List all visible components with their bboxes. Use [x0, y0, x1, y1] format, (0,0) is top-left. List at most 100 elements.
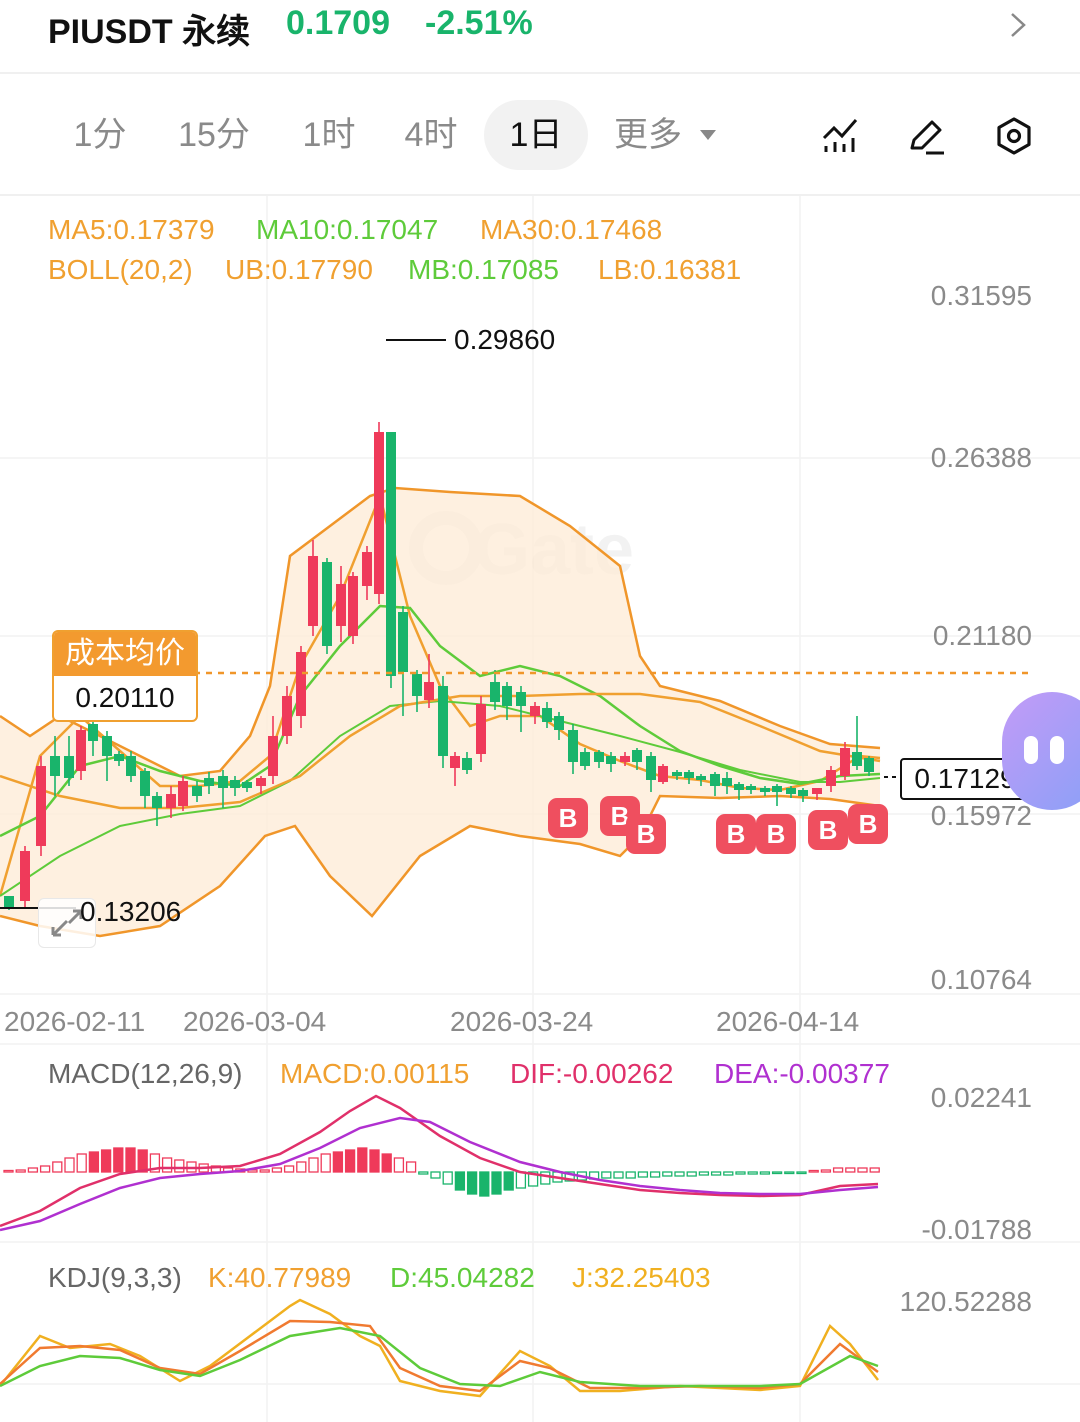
candle-body [140, 771, 150, 796]
candle-body [296, 652, 306, 716]
settings-hex-icon[interactable] [994, 116, 1034, 156]
kdj-d: D:45.04282 [390, 1262, 535, 1293]
macd-bar [710, 1171, 722, 1176]
indicator-icon[interactable] [820, 116, 860, 156]
expand-chart-button[interactable] [38, 898, 96, 948]
boll-upper-line [0, 486, 881, 778]
candle-body [746, 786, 756, 790]
ticker-header[interactable]: PIUSDT 永续 0.1709 -2.51% [0, 0, 1080, 74]
candle-body [50, 756, 60, 776]
price-change: -2.51% [425, 4, 533, 42]
symbol-title: PIUSDT 永续 [48, 13, 251, 51]
candle-body [268, 736, 278, 776]
macd-bar [174, 1159, 185, 1173]
candle-body [178, 781, 188, 806]
candle-body [672, 772, 682, 776]
boll-ub-legend: UB:0.17790 [225, 254, 373, 285]
macd-bar [149, 1153, 161, 1173]
macd-bar [88, 1151, 100, 1173]
candlestick-chart[interactable]: Gate [0, 196, 1080, 1422]
high-price-label: 0.29860 [454, 324, 556, 355]
macd-bar [15, 1169, 26, 1173]
macd-bar [283, 1165, 295, 1173]
macd-bar [113, 1147, 124, 1173]
tab-15m[interactable]: 15分 [178, 116, 250, 154]
candle-body [786, 788, 796, 794]
buy-marker[interactable]: B [716, 814, 756, 854]
ma10-line [0, 604, 881, 838]
candle-body [308, 556, 318, 626]
macd-bar [259, 1169, 270, 1173]
macd-bar [442, 1171, 453, 1185]
kdj-d-line [0, 1326, 879, 1388]
buy-marker[interactable]: B [848, 804, 888, 844]
candle-body [684, 772, 694, 778]
macd-bar [296, 1161, 307, 1173]
boll-lower-line [0, 794, 881, 938]
tab-1h[interactable]: 1时 [302, 116, 356, 154]
tab-1d[interactable]: 1日 [484, 100, 588, 170]
candle-body [64, 756, 74, 778]
macd-bar [479, 1171, 490, 1197]
macd-bar [271, 1167, 283, 1173]
macd-bar [637, 1171, 649, 1178]
macd-title: MACD(12,26,9) [48, 1058, 243, 1089]
buy-marker[interactable]: B [626, 814, 666, 854]
candle-body [568, 730, 578, 762]
kdj-j-line [0, 1298, 879, 1398]
macd-bar [430, 1171, 441, 1179]
macd-bar [820, 1169, 832, 1173]
buy-marker[interactable]: B [548, 798, 588, 838]
candle-body [696, 776, 706, 780]
candle-body [230, 780, 240, 788]
candle-body [362, 552, 372, 586]
caret-down-icon[interactable] [698, 128, 718, 142]
macd-bar [76, 1153, 87, 1173]
macd-bar [393, 1157, 405, 1173]
macd-bar [344, 1149, 356, 1173]
assistant-bubble-button[interactable] [1002, 692, 1080, 810]
tab-more[interactable]: 更多 [614, 116, 682, 154]
macd-bar [869, 1167, 880, 1173]
expand-icon [51, 909, 83, 937]
chevron-right-icon[interactable] [1006, 10, 1030, 40]
macd-bar [564, 1171, 575, 1182]
candle-body [646, 756, 656, 780]
macd-bar [466, 1171, 478, 1195]
buy-marker[interactable]: B [756, 814, 796, 854]
candle-body [438, 686, 448, 756]
draw-pen-icon[interactable] [906, 116, 946, 156]
candle-body [490, 682, 500, 702]
macd-bar [686, 1171, 697, 1177]
candle-body [412, 674, 422, 696]
kdj-axis-label: 120.52288 [899, 1286, 1032, 1317]
bubble-eye [1050, 736, 1064, 764]
cost-average-box: 成本均价 0.20110 [52, 630, 198, 722]
boll-lb-legend: LB:0.16381 [598, 254, 742, 285]
candle-body [658, 766, 668, 782]
date-label: 2026-03-24 [450, 1006, 594, 1037]
macd-bar [674, 1171, 685, 1177]
price-axis-label: 0.15972 [930, 800, 1032, 831]
candle-body [580, 752, 590, 766]
tab-4h[interactable]: 4时 [404, 116, 458, 154]
macd-bar [759, 1171, 771, 1175]
ma5-legend: MA5:0.17379 [48, 214, 215, 245]
candle-body [826, 770, 836, 786]
tab-1m[interactable]: 1分 [73, 116, 127, 154]
macd-value: MACD:0.00115 [280, 1058, 470, 1089]
macd-bar [39, 1165, 51, 1173]
macd-bar [503, 1171, 514, 1191]
candle-body [554, 716, 564, 730]
buy-marker[interactable]: B [808, 810, 848, 850]
macd-bar [515, 1171, 527, 1189]
macd-bar [601, 1171, 612, 1179]
macd-axis-label: 0.02241 [930, 1082, 1032, 1113]
candle-body [36, 766, 46, 846]
boll-mb-legend: MB:0.17085 [408, 254, 559, 285]
candle-body [812, 788, 822, 794]
macd-bar [405, 1161, 417, 1173]
candle-body [322, 562, 332, 646]
macd-bar [381, 1153, 392, 1173]
candle-body [192, 786, 202, 796]
